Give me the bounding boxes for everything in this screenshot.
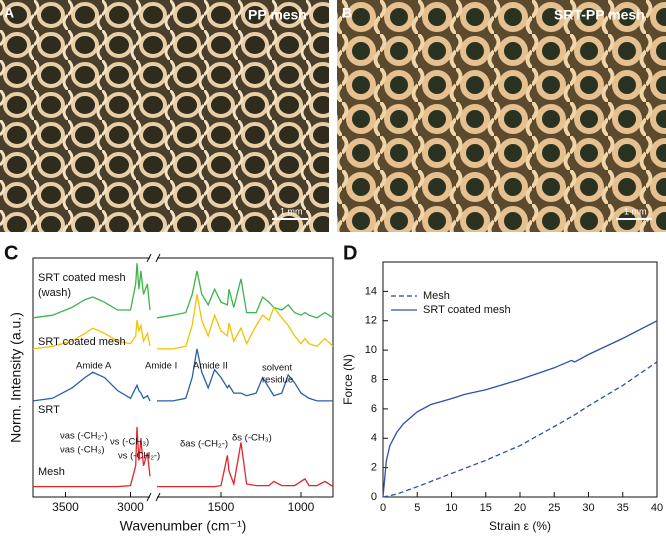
annotation: solvent — [262, 363, 292, 374]
scale-label: 1 mm — [280, 206, 303, 216]
photo-b — [337, 0, 666, 232]
axis-break — [155, 253, 161, 263]
x-tick-label: 35 — [617, 502, 629, 514]
annotation: νs (-CH₂-) — [118, 451, 160, 462]
x-tick-label: 10 — [445, 502, 457, 514]
annotation: δs (-CH₃) — [232, 433, 272, 444]
x-tick-label: 1500 — [208, 500, 235, 514]
panel-label: D — [343, 242, 357, 264]
annotation: νs (-CH₃) — [110, 437, 149, 448]
annotation: Amide I — [145, 361, 177, 372]
spectrum-line — [32, 294, 334, 350]
data-line — [382, 361, 658, 498]
photo-caption: PP mesh — [248, 7, 307, 23]
spectrum-line — [32, 263, 334, 319]
y-tick-label: 6 — [371, 403, 377, 415]
annotation: νas (-CH₂-) — [60, 431, 108, 442]
scale-label: 1 mm — [624, 206, 647, 216]
x-tick-label: 3000 — [117, 500, 144, 514]
x-tick-label: 0 — [380, 502, 386, 514]
annotation: Amide A — [76, 361, 112, 372]
y-tick-label: 14 — [365, 285, 377, 297]
y-tick-label: 0 — [371, 491, 377, 503]
y-tick-label: 12 — [365, 315, 377, 327]
x-tick-label: 3500 — [52, 500, 79, 514]
x-tick-label: 1000 — [288, 500, 315, 514]
spectrum-line — [33, 426, 334, 488]
panel-label: B — [342, 5, 352, 21]
series-label: SRT coated mesh — [38, 272, 126, 284]
annotation: Amide II — [193, 361, 228, 372]
photo-a — [0, 0, 329, 232]
axis-break-gap — [150, 254, 157, 501]
legend-label: Mesh — [423, 290, 450, 302]
y-tick-label: 2 — [371, 462, 377, 474]
x-tick-label: 20 — [514, 502, 526, 514]
y-axis-label: Force (N) — [341, 354, 355, 405]
annotation: residue — [262, 375, 293, 386]
axis-break — [155, 492, 161, 502]
y-tick-label: 4 — [371, 432, 377, 444]
axis-break — [146, 492, 152, 502]
x-tick-label: 5 — [414, 502, 420, 514]
series-label: Mesh — [38, 466, 65, 478]
data-line — [382, 320, 658, 498]
axis-break — [146, 253, 152, 263]
series-label: (wash) — [38, 287, 71, 299]
panel-label: A — [4, 5, 14, 21]
annotation: νas (-CH₃) — [60, 445, 105, 456]
y-axis-label: Norm. Intensity (a.u.) — [8, 312, 24, 443]
photo-caption: SRT-PP mesh — [554, 7, 645, 23]
x-tick-label: 25 — [548, 502, 560, 514]
spectrum-line — [32, 348, 333, 402]
x-tick-label: 40 — [651, 502, 663, 514]
y-tick-label: 10 — [365, 344, 377, 356]
panel-label: C — [4, 242, 18, 264]
x-tick-label: 30 — [582, 502, 594, 514]
annotation: δas (-CH₂-) — [180, 439, 228, 450]
series-label: SRT — [38, 404, 60, 416]
y-tick-label: 8 — [371, 373, 377, 385]
series-label: SRT coated mesh — [38, 336, 126, 348]
x-tick-label: 15 — [480, 502, 492, 514]
x-axis-label: Wavenumber (cm⁻¹) — [120, 518, 247, 534]
plot-frame — [32, 257, 334, 498]
x-axis-label: Strain ε (%) — [489, 519, 551, 533]
legend-label: SRT coated mesh — [423, 304, 511, 316]
